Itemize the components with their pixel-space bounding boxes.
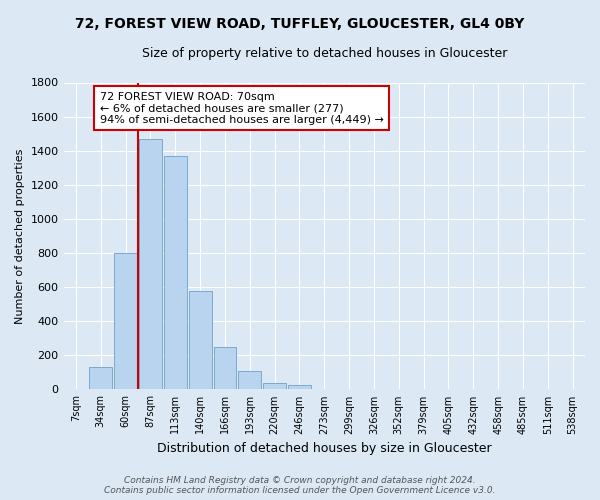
Bar [238, 370, 261, 390]
X-axis label: Distribution of detached houses by size in Gloucester: Distribution of detached houses by size … [157, 442, 491, 455]
Text: 72 FOREST VIEW ROAD: 70sqm
← 6% of detached houses are smaller (277)
94% of semi: 72 FOREST VIEW ROAD: 70sqm ← 6% of detac… [100, 92, 384, 125]
Bar [114, 253, 137, 390]
Bar [214, 347, 236, 390]
Text: Contains HM Land Registry data © Crown copyright and database right 2024.
Contai: Contains HM Land Registry data © Crown c… [104, 476, 496, 495]
Bar [139, 139, 162, 390]
Bar [313, 388, 335, 390]
Text: 72, FOREST VIEW ROAD, TUFFLEY, GLOUCESTER, GL4 0BY: 72, FOREST VIEW ROAD, TUFFLEY, GLOUCESTE… [76, 18, 524, 32]
Bar [65, 388, 88, 390]
Bar [164, 156, 187, 390]
Bar [188, 292, 212, 390]
Bar [89, 368, 112, 390]
Title: Size of property relative to detached houses in Gloucester: Size of property relative to detached ho… [142, 48, 507, 60]
Bar [263, 384, 286, 390]
Y-axis label: Number of detached properties: Number of detached properties [15, 148, 25, 324]
Bar [288, 385, 311, 390]
